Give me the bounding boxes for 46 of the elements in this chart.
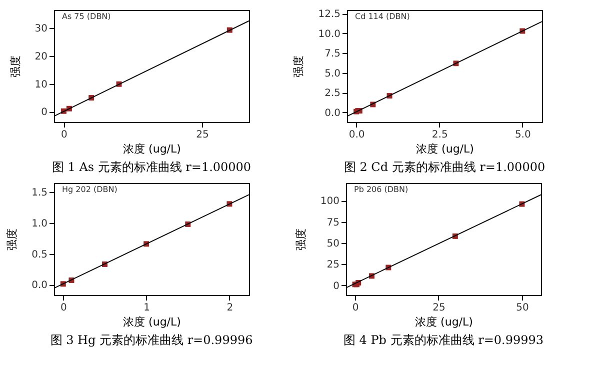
y-tick-label: 50 <box>326 238 340 250</box>
x-tick-label: 0 <box>60 302 67 314</box>
annotation: Cd 114 (DBN) <box>355 12 410 21</box>
y-tick-label: 30 <box>34 24 48 35</box>
annotation: Hg 202 (DBN) <box>62 185 118 194</box>
x-tick-label: 0 <box>60 130 68 140</box>
y-tick-label: 7.5 <box>324 48 340 60</box>
annotation: As 75 (DBN) <box>62 12 111 21</box>
x-axis-title: 浓度 (ug/L) <box>123 142 181 156</box>
y-tick-label: 1.5 <box>32 188 48 199</box>
y-tick-label: 75 <box>326 217 340 228</box>
y-tick-label: 10 <box>34 79 48 90</box>
y-axis-title: 强度 <box>292 56 306 78</box>
y-tick-label: 10.0 <box>318 28 340 40</box>
x-tick-label: 0.0 <box>348 130 365 140</box>
x-tick-label: 2.5 <box>432 130 448 140</box>
x-tick-label: 1 <box>144 302 150 314</box>
x-tick-label: 0 <box>352 302 359 314</box>
y-axis-title: 强度 <box>294 228 308 250</box>
x-axis-title: 浓度 (ug/L) <box>416 142 474 156</box>
x-axis-title: 浓度 (ug/L) <box>415 316 473 328</box>
y-tick-label: 25 <box>326 260 340 271</box>
y-tick-label: 0 <box>41 107 48 118</box>
y-tick-label: 0 <box>333 280 340 292</box>
y-tick-label: 1.0 <box>32 218 48 230</box>
annotation: Pb 206 (DBN) <box>354 185 408 194</box>
x-tick-label: 50 <box>516 302 529 314</box>
y-axis-title: 强度 <box>6 228 19 250</box>
text: 图 3 Hg 元素的标准曲线 r=0.99996 <box>50 333 253 347</box>
text: 图 2 Cd 元素的标准曲线 r=1.00000 <box>344 160 546 174</box>
y-tick-label: 2.5 <box>324 88 340 100</box>
x-tick-label: 25 <box>196 130 209 140</box>
y-tick-label: 20 <box>34 51 48 62</box>
y-tick-label: 5.0 <box>324 68 340 80</box>
y-axis-title: 强度 <box>8 56 22 78</box>
text: 图 1 As 元素的标准曲线 r=1.00000 <box>52 160 252 174</box>
x-tick-label: 5.0 <box>514 130 531 140</box>
y-tick-label: 12.5 <box>318 9 340 20</box>
y-tick-label: 0.5 <box>32 249 48 260</box>
y-tick-label: 100 <box>320 196 340 208</box>
x-tick-label: 2 <box>226 302 234 314</box>
text: 图 4 Pb 元素的标准曲线 r=0.99993 <box>343 333 544 347</box>
x-tick-label: 25 <box>432 302 446 314</box>
y-tick-label: 0.0 <box>32 280 48 292</box>
y-tick-label: 0.0 <box>324 108 340 119</box>
x-axis-title: 浓度 (ug/L) <box>123 316 181 328</box>
